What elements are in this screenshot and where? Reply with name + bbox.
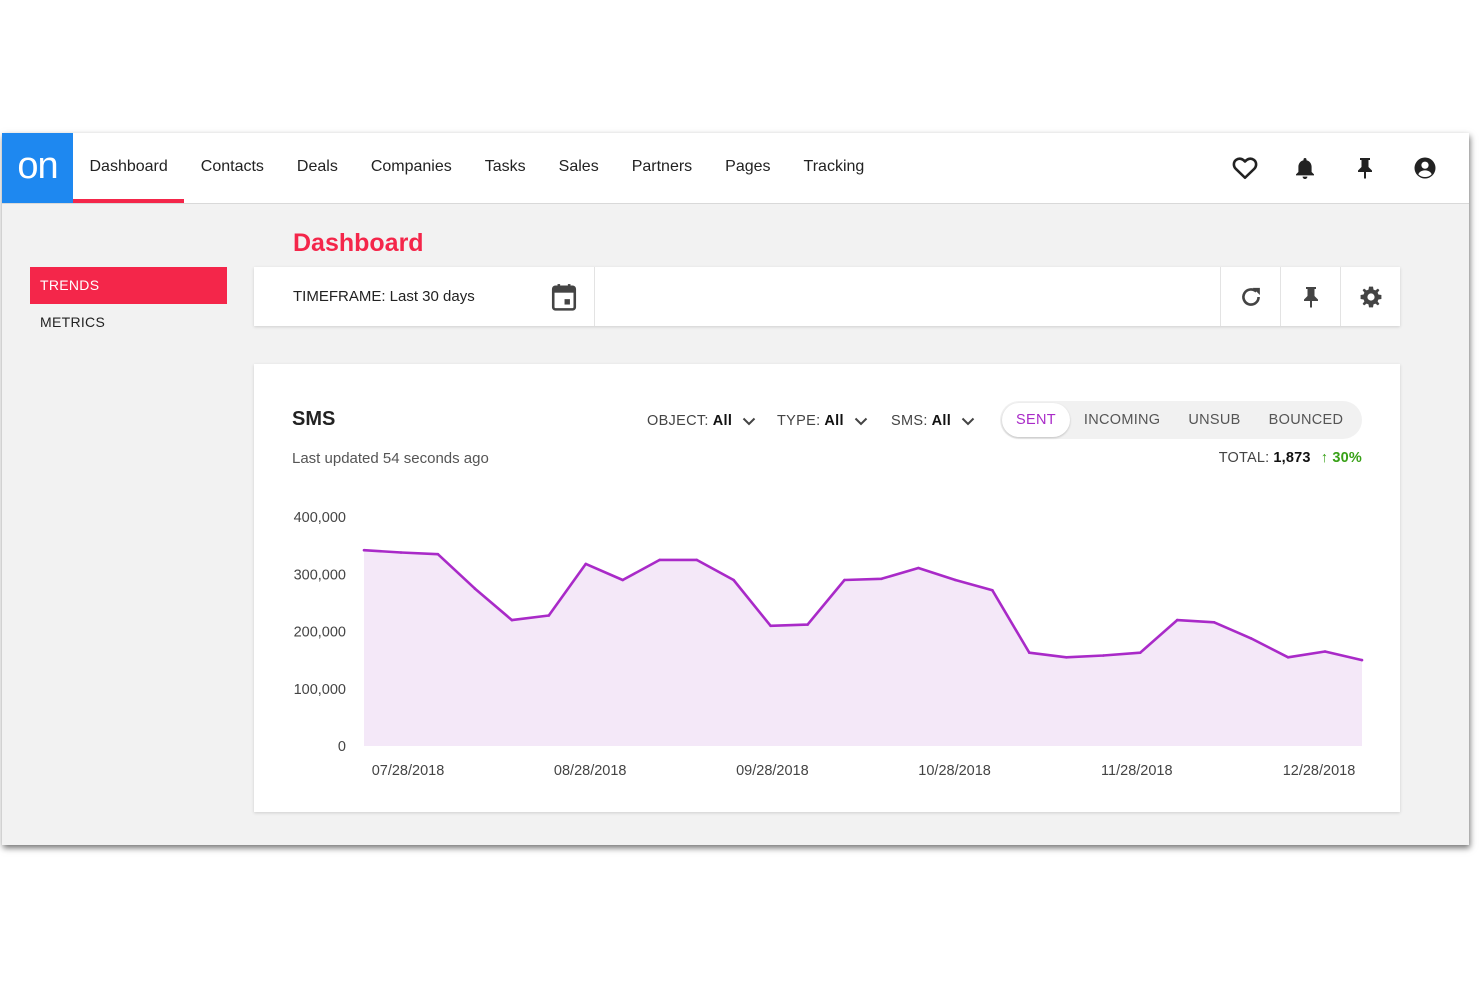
pin-icon[interactable]: [1335, 133, 1395, 203]
type-filter-label: TYPE:: [777, 413, 821, 429]
x-tick-label: 10/28/2018: [918, 763, 991, 779]
metric-segmented-control: SENT INCOMING UNSUB BOUNCED: [1000, 401, 1362, 439]
data-point: [436, 552, 440, 556]
last-updated-text: Last updated 54 seconds ago: [292, 450, 489, 467]
nav-item-deals[interactable]: Deals: [296, 158, 338, 175]
data-point: [1212, 621, 1216, 624]
account-icon[interactable]: [1395, 133, 1455, 203]
data-point: [547, 614, 551, 617]
nav-item-partners[interactable]: Partners: [631, 158, 693, 175]
timeframe-selector[interactable]: TIMEFRAME: Last 30 days: [254, 267, 595, 326]
segment-incoming[interactable]: INCOMING: [1083, 412, 1161, 428]
pin-button[interactable]: [1280, 267, 1340, 326]
data-point: [510, 618, 514, 622]
data-point: [362, 548, 366, 552]
chevron-down-icon: [854, 417, 868, 425]
data-point: [1286, 656, 1290, 659]
nav-item-pages[interactable]: Pages: [725, 158, 771, 175]
segment-bounced[interactable]: BOUNCED: [1268, 412, 1344, 428]
series-line: [363, 548, 1363, 662]
object-filter-value: All: [712, 413, 733, 429]
type-filter[interactable]: TYPE: All: [777, 413, 868, 429]
timeframe-label: TIMEFRAME: Last 30 days: [293, 288, 475, 305]
object-filter[interactable]: OBJECT: All: [647, 413, 756, 429]
change-indicator: ↑ 30%: [1320, 450, 1362, 466]
total-label: TOTAL:: [1218, 450, 1270, 466]
nav-item-contacts[interactable]: Contacts: [200, 158, 264, 175]
data-point: [917, 566, 920, 570]
data-point: [880, 577, 883, 581]
data-point: [658, 558, 661, 562]
data-point: [1175, 618, 1179, 622]
heart-icon[interactable]: [1215, 133, 1275, 203]
main-nav: Dashboard Contacts Deals Companies Tasks…: [73, 133, 881, 203]
bell-icon[interactable]: [1275, 133, 1335, 203]
dashboard-toolbar: TIMEFRAME: Last 30 days: [254, 267, 1400, 326]
chevron-down-icon: [742, 417, 756, 425]
card-title: SMS: [292, 408, 336, 430]
type-filter-value: All: [824, 413, 844, 429]
data-point: [695, 558, 698, 562]
data-point: [399, 551, 403, 554]
sms-filter-label: SMS:: [891, 413, 928, 429]
x-tick-label: 09/28/2018: [736, 763, 809, 779]
data-point: [584, 562, 588, 566]
x-tick-label: 11/28/2018: [1101, 763, 1173, 779]
data-point: [954, 578, 957, 582]
x-tick-label: 08/28/2018: [554, 763, 627, 779]
top-icons: [1215, 133, 1455, 203]
data-point: [991, 589, 994, 592]
refresh-icon: [1241, 287, 1260, 306]
calendar-icon[interactable]: [551, 283, 577, 316]
data-point: [1102, 654, 1105, 657]
y-tick-label: 300,000: [294, 567, 346, 583]
total-summary: TOTAL: 1,873 ↑ 30%: [1219, 450, 1362, 466]
data-point: [769, 624, 772, 628]
data-point: [1249, 637, 1253, 640]
settings-icon: [1360, 286, 1381, 307]
data-point: [806, 623, 809, 626]
y-tick-label: 0: [338, 739, 346, 755]
app-window: on Dashboard Contacts Deals Companies Ta…: [2, 133, 1469, 845]
nav-item-dashboard[interactable]: Dashboard: [73, 133, 185, 203]
x-tick-label: 07/28/2018: [372, 763, 445, 779]
page-title: Dashboard: [293, 229, 424, 257]
refresh-button[interactable]: [1220, 267, 1280, 326]
nav-item-sales[interactable]: Sales: [558, 158, 599, 175]
data-point: [1360, 658, 1364, 662]
chevron-down-icon: [961, 417, 975, 425]
sms-area-chart: 0 100,000 200,000 300,000 400,000 07/28/2018 0…: [294, 510, 1364, 779]
top-navigation-bar: on Dashboard Contacts Deals Companies Ta…: [2, 133, 1469, 204]
data-point: [843, 578, 846, 582]
nav-item-companies[interactable]: Companies: [370, 158, 452, 175]
nav-item-tasks[interactable]: Tasks: [484, 158, 526, 175]
segment-sent[interactable]: SENT: [1002, 403, 1070, 437]
logo[interactable]: on: [2, 133, 73, 203]
settings-button[interactable]: [1340, 267, 1400, 326]
area-fill: [364, 550, 1362, 746]
sidebar-item-trends[interactable]: TRENDS: [30, 267, 227, 304]
sms-filter-value: All: [931, 413, 952, 429]
sidebar-item-metrics[interactable]: METRICS: [40, 314, 106, 330]
y-tick-label: 400,000: [294, 510, 346, 526]
x-tick-label: 12/28/2018: [1283, 763, 1356, 779]
y-tick-label: 200,000: [294, 625, 346, 641]
segment-unsub[interactable]: UNSUB: [1188, 412, 1241, 428]
nav-item-tracking[interactable]: Tracking: [803, 158, 865, 175]
y-tick-label: 100,000: [294, 682, 346, 698]
sidebar: TRENDS METRICS: [30, 267, 227, 341]
sms-trend-card: SMS Last updated 54 seconds ago OBJECT: …: [254, 364, 1400, 812]
data-point: [1028, 651, 1031, 654]
object-filter-label: OBJECT:: [647, 413, 709, 429]
data-point: [1323, 650, 1327, 653]
data-point: [473, 587, 477, 590]
sms-filter[interactable]: SMS: All: [891, 413, 975, 429]
data-point: [732, 578, 735, 582]
data-point: [1138, 651, 1142, 654]
data-point: [1065, 656, 1068, 659]
pin-icon: [1303, 286, 1318, 308]
total-value: 1,873: [1273, 450, 1311, 466]
data-point: [621, 578, 624, 582]
